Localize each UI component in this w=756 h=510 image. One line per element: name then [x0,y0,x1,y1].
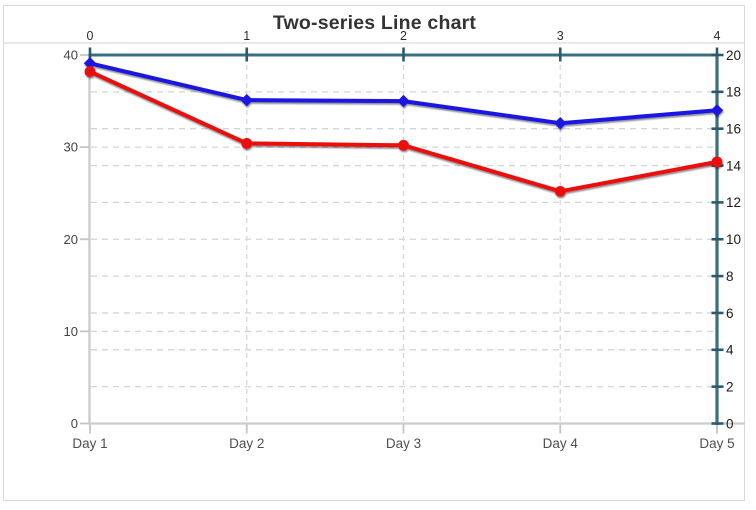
series-2 [84,66,723,197]
x2-axis-tick-label: 2 [400,29,407,43]
y2-axis-tick-label: 2 [726,379,734,394]
circle-marker[interactable] [711,156,723,168]
diamond-marker[interactable] [240,93,253,107]
x-axis-tick-label: Day 5 [699,436,734,451]
circle-marker[interactable] [84,66,96,77]
x2-axis-tick-label: 0 [87,29,94,43]
diamond-marker[interactable] [83,57,97,70]
circle-marker[interactable] [398,139,409,151]
x2-axis-tick-label: 3 [557,29,564,43]
y2-axis-tick-label: 18 [726,85,741,100]
circle-marker[interactable] [241,138,253,149]
y2-axis-tick-label: 10 [726,232,741,247]
x-axis-tick-label: Day 2 [229,436,264,451]
circle-marker[interactable] [554,185,566,197]
diamond-marker[interactable] [554,116,567,130]
y2-axis-tick-label: 6 [726,306,734,321]
y-axis-tick-label: 10 [64,324,78,339]
x-axis-tick-label: Day 4 [543,436,579,451]
diamond-marker[interactable] [397,94,410,108]
series-1 [83,57,724,130]
chart-title: Two-series Line chart [272,12,477,34]
y2-axis-tick-label: 20 [726,48,741,63]
y2-axis-tick-label: 12 [726,195,741,210]
diamond-marker[interactable] [710,104,724,117]
x-axis-tick-label: Day 3 [386,436,421,451]
y-axis-tick-label: 20 [64,232,78,247]
y-axis-tick-label: 30 [64,140,78,155]
y2-axis-tick-label: 16 [726,122,741,137]
y2-axis-tick-label: 4 [726,343,734,358]
x2-axis-tick-label: 1 [243,29,250,43]
y-axis-tick-label: 40 [64,48,78,63]
y2-axis-tick-label: 14 [726,158,742,173]
x-axis-tick-label: Day 1 [72,436,107,451]
x2-axis-tick-label: 4 [714,29,721,43]
y2-axis-tick-label: 8 [726,269,734,284]
y-axis-tick-label: 0 [71,416,78,431]
y2-axis-tick-label: 0 [726,416,734,431]
